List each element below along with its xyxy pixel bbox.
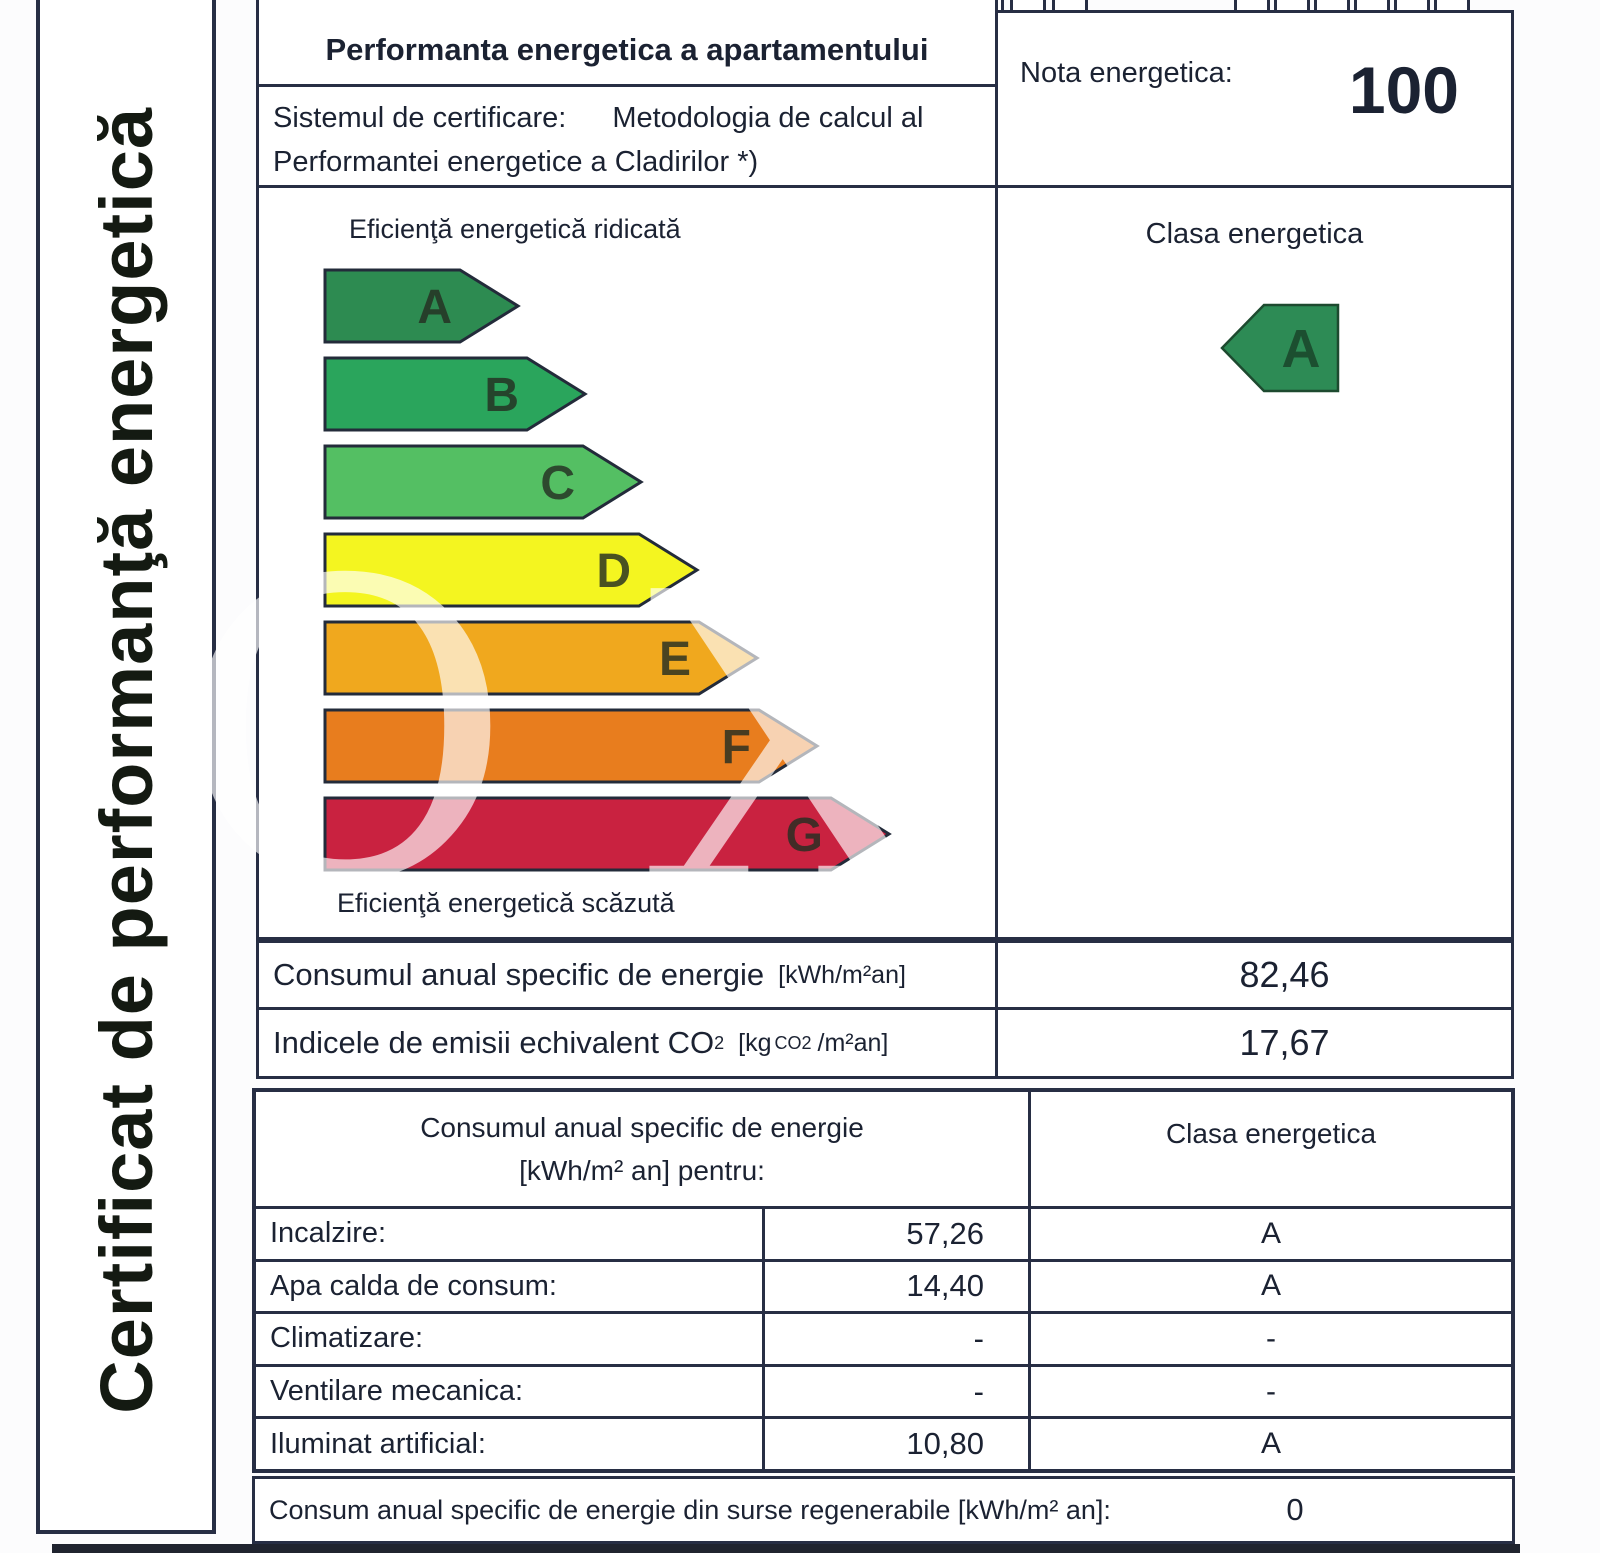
consumption-row-label-ventilation: Ventilare mecanica: [256,1363,762,1417]
scale-band-F [323,708,820,784]
scale-band-letter-D: D [596,545,631,598]
scale-band-letter-G: G [786,809,823,862]
certificate-sidebar: Certificat de performanţă energetică [36,0,216,1534]
consumption-table-header-right: Clasa energetica [1028,1092,1511,1206]
energy-class-panel: Clasa energetica A [995,185,1514,940]
consumption-row-label-lighting: Iluminat artificial: [256,1416,762,1469]
co2-index-label-sub: 2 [714,1032,725,1053]
certification-system-box: Sistemul de certificare: Metodologia de c… [256,84,998,188]
scale-band-C [323,444,644,520]
consumption-table-header-left: Consumul anual specific de energie [kWh/… [256,1092,1028,1206]
scale-band-D [323,532,700,608]
consumption-row-value-climatization: - [762,1311,1028,1364]
consumption-row-class-climatization: - [1028,1311,1511,1364]
certification-system-label: Sistemul de certificare: [273,102,567,134]
co2-index-unit-prefix: [kg [738,1028,772,1057]
renewable-energy-row: Consum anual specific de energie din sur… [252,1476,1515,1544]
scale-band-letter-F: F [722,721,751,774]
certification-system-line1: Sistemul de certificare: Metodologia de c… [273,97,981,141]
header-title-box: Performanta energetica a apartamentului [256,0,998,87]
energy-grade-value: 100 [1348,53,1459,127]
page-title: Performanta energetica a apartamentului [325,32,929,67]
scale-band-E [323,620,760,696]
consumption-row-class-heating: A [1028,1206,1511,1259]
consumption-row-value-hot-water: 14,40 [762,1258,1028,1312]
co2-index-label: Indicele de emisii echivalent CO [273,1025,715,1060]
efficiency-high-label: Eficienţă energetică ridicată [349,214,681,244]
consumption-row-label-climatization: Climatizare: [256,1311,762,1364]
scale-band-letter-A: A [417,281,452,334]
co2-index-row: Indicele de emisii echivalent CO 2 [kg CO2… [256,1007,998,1079]
renewable-energy-label: Consum anual specific de energie din sur… [269,1494,1111,1525]
consumption-row-label-hot-water: Apa calda de consum: [256,1258,762,1312]
co2-index-unit-sub: CO2 [774,1032,812,1053]
consumption-row-class-lighting: A [1028,1416,1511,1469]
energy-class-arrow-shape [1220,303,1340,393]
energy-class-arrow: A [1220,303,1340,393]
scale-band-letter-C: C [540,457,575,510]
consumption-row-class-hot-water: A [1028,1258,1511,1312]
annual-consumption-label: Consumul anual specific de energie [273,957,765,992]
scale-band-A [323,268,521,344]
consumption-row-value-heating: 57,26 [762,1206,1028,1259]
next-section-divider-bar [52,1544,1520,1553]
renewable-energy-value: 0 [1286,1492,1304,1527]
consumption-row-label-heating: Incalzire: [256,1206,762,1259]
scale-band-G [323,796,892,872]
scale-band-letter-B: B [484,369,519,422]
annual-consumption-row: Consumul anual specific de energie [kWh/… [256,940,998,1010]
scale-band-B [323,356,588,432]
consumption-row-value-lighting: 10,80 [762,1416,1028,1469]
efficiency-low-label: Eficienţă energetică scăzută [337,888,675,918]
consumption-header-line2: [kWh/m² an] pentru: [519,1155,765,1186]
annual-consumption-value: 82,46 [995,940,1514,1010]
certification-system-value2: Performantei energetice a Cladirilor *) [273,145,759,178]
energy-class-value: A [1282,319,1321,379]
co2-index-value: 17,67 [995,1007,1514,1079]
consumption-row-value-ventilation: - [762,1363,1028,1417]
energy-class-title: Clasa energetica [1145,218,1364,250]
consumption-table: Consumul anual specific de energie [kWh/… [252,1088,1515,1473]
consumption-row-class-ventilation: - [1028,1363,1511,1417]
consumption-header-line1: Consumul anual specific de energie [420,1111,864,1143]
energy-grade-label: Nota energetica: [1020,57,1233,89]
scale-band-letter-E: E [659,633,691,686]
certificate-title-vertical: Certificat de performanţă energetică [84,106,168,1414]
co2-index-unit-suffix: /m²an] [817,1028,889,1057]
energy-grade-box: Nota energetica: 100 [995,10,1514,188]
annual-consumption-unit: [kWh/m²an] [778,960,906,989]
certification-system-value1: Metodologia de calcul al [612,102,924,134]
